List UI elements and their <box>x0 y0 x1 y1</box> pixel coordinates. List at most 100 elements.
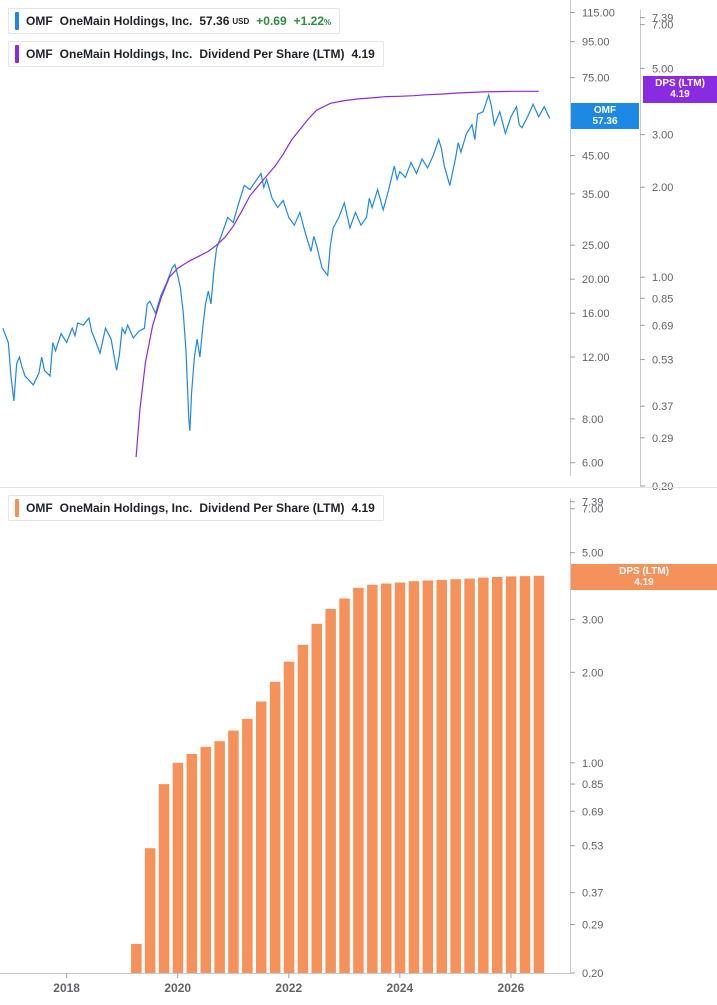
dps-tick-label: 2.00 <box>652 182 673 194</box>
dps-tag-bottom-value: 4.19 <box>634 577 654 588</box>
dps-legend-bottom-swatch <box>15 499 19 517</box>
dps-bar <box>325 608 336 973</box>
price-legend-change-pct: +1.22% <box>293 14 332 28</box>
dps-tick-label: 0.69 <box>652 320 673 332</box>
dps-tick-label: 0.85 <box>652 293 673 305</box>
dps-bar <box>158 784 170 973</box>
x-tick-label: 2020 <box>164 981 191 995</box>
dps-axis-top: 7.397.00 5.00 3.00 2.00 1.00 0.85 0.69 0.53 0.37… <box>640 10 673 493</box>
dps-series-line <box>135 90 539 458</box>
dps-legend-top-metric: Dividend Per Share (LTM) <box>199 47 345 61</box>
dps-bar <box>450 579 461 973</box>
dps-legend-bottom-value: 4.19 <box>351 501 375 515</box>
dps-legend-bottom-metric: Dividend Per Share (LTM) <box>199 501 345 515</box>
bottom-tick-label: 0.85 <box>582 779 603 791</box>
price-tick-label: 16.00 <box>582 308 610 320</box>
price-legend-change: +0.69 <box>256 14 287 28</box>
price-tick-label: 35.00 <box>582 189 610 201</box>
dps-legend-bottom-ticker: OMF <box>26 501 53 515</box>
bottom-tick-label: 0.20 <box>582 968 603 980</box>
bottom-tick-label: 7.00 <box>582 504 603 516</box>
dps-bar <box>228 730 239 973</box>
dps-bar <box>505 576 517 973</box>
dps-bar <box>242 718 253 973</box>
bottom-tick-label: 5.00 <box>582 548 603 560</box>
dps-tick-label: 7.39 <box>652 13 673 25</box>
dps-bar <box>492 577 503 973</box>
dps-bar <box>144 848 156 973</box>
x-tick-label: 2024 <box>386 981 413 995</box>
dps-legend-top-ticker: OMF <box>26 47 53 61</box>
dps-tick-label: 0.53 <box>652 355 673 367</box>
dps-tick-label: 7.00 <box>652 20 673 32</box>
price-tick-label: 25.00 <box>582 240 610 252</box>
dps-bar <box>464 578 475 973</box>
dps-bar <box>394 582 406 973</box>
bottom-tick-label: 0.53 <box>582 841 603 853</box>
bottom-tick-label: 1.00 <box>582 758 603 770</box>
dps-tag-bottom-label: DPS (LTM) <box>619 566 669 577</box>
dps-tag-top: DPS (LTM) 4.19 <box>643 76 717 103</box>
x-tick-label: 2018 <box>53 981 80 995</box>
price-tag-value: 57.36 <box>592 116 618 127</box>
bottom-tick-label: 0.29 <box>582 919 603 931</box>
bottom-tick-label: 0.69 <box>582 806 603 818</box>
price-tick-label: 95.00 <box>582 37 610 49</box>
dps-bar <box>297 644 309 973</box>
dps-bar <box>353 587 364 973</box>
price-legend-price: 57.36 <box>199 14 230 28</box>
bottom-tick-label: 0.37 <box>582 888 603 900</box>
dps-bar <box>519 576 531 973</box>
dps-bar <box>367 584 378 973</box>
bottom-tick-label: 3.00 <box>582 614 603 626</box>
price-legend-swatch <box>15 12 19 30</box>
bottom-panel: 7.397.00 5.00 3.00 2.00 1.00 0.85 0.69 0.53 0.37… <box>0 497 603 995</box>
dps-bar <box>381 583 392 973</box>
price-tick-label: 45.00 <box>582 151 610 163</box>
dps-legend-top-name: OneMain Holdings, Inc. <box>59 47 193 61</box>
dps-bar <box>269 681 281 973</box>
price-tag: OMF 57.36 <box>571 103 639 129</box>
dps-legend-top: OMF OneMain Holdings, Inc. Dividend Per … <box>8 41 384 67</box>
bottom-tick-label: 7.39 <box>582 497 603 509</box>
dps-axis-bottom: 7.397.00 5.00 3.00 2.00 1.00 0.85 0.69 0.53 0.37… <box>570 497 603 980</box>
price-tag-ticker: OMF <box>593 105 617 116</box>
dps-bar <box>339 598 350 973</box>
dps-bar <box>436 579 447 973</box>
dps-bar <box>131 943 142 973</box>
dps-bar <box>172 762 184 973</box>
price-axis: 115.0095.0075.0055.0045.0035.0025.0020.0… <box>570 0 615 476</box>
dps-legend-top-swatch <box>15 45 19 63</box>
time-axis: 2018 2020 2022 2024 2026 <box>0 973 570 995</box>
price-tick-label: 20.00 <box>582 274 610 286</box>
dps-tick-label: 3.00 <box>652 130 673 142</box>
dps-bar <box>408 581 420 973</box>
price-tick-label: 75.00 <box>582 73 610 85</box>
dps-bar <box>533 575 545 973</box>
dps-bars <box>131 575 545 973</box>
bottom-tick-label: 2.00 <box>582 667 603 679</box>
x-tick-label: 2026 <box>498 981 525 995</box>
price-tick-label: 12.00 <box>582 352 610 364</box>
price-tick-label: 6.00 <box>582 458 603 470</box>
x-tick-label: 2022 <box>275 981 302 995</box>
price-legend-currency: USD <box>232 16 250 26</box>
dps-legend-bottom-name: OneMain Holdings, Inc. <box>59 501 193 515</box>
dps-tick-label: 1.00 <box>652 272 673 284</box>
dps-tag-top-label: DPS (LTM) <box>655 78 705 89</box>
price-legend-ticker: OMF <box>26 14 53 28</box>
dps-bar <box>422 580 434 973</box>
price-legend: OMF OneMain Holdings, Inc. 57.36 USD +0.… <box>8 8 341 34</box>
dps-bar <box>214 741 225 973</box>
dps-bar <box>200 746 211 973</box>
dps-bar <box>186 754 198 973</box>
dps-tag-bottom: DPS (LTM) 4.19 <box>571 564 717 590</box>
dps-legend-top-value: 4.19 <box>351 47 375 61</box>
top-panel: 115.0095.0075.0055.0045.0035.0025.0020.0… <box>2 0 673 493</box>
dps-bar <box>256 701 267 973</box>
dps-tick-label: 5.00 <box>652 63 673 75</box>
price-tick-label: 8.00 <box>582 414 603 426</box>
dps-bar <box>478 577 489 973</box>
price-tick-label: 115.00 <box>582 7 615 19</box>
price-legend-name: OneMain Holdings, Inc. <box>59 14 193 28</box>
